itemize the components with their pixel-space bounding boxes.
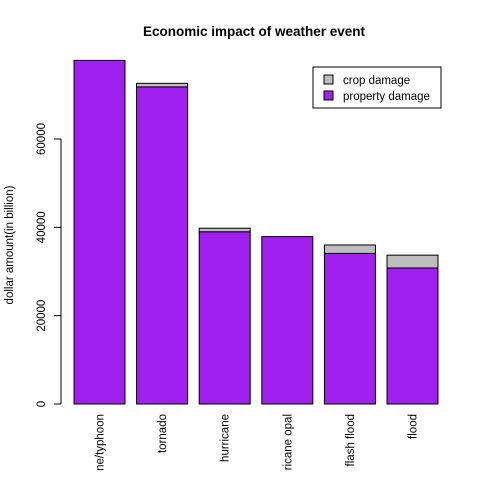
- bar-crop-damage-flood: [386, 254, 439, 269]
- x-axis-labels: ne/typhoon tornado hurricane ricane opal fla…: [95, 414, 420, 471]
- x-tick-label: flood: [408, 414, 420, 439]
- y-axis-label: dollar amount(in billion): [4, 185, 16, 304]
- x-tick-label: ricane opal: [282, 414, 294, 470]
- y-tick-label: 20000: [36, 300, 48, 332]
- y-axis: 0 20000 40000 60000: [36, 123, 62, 407]
- chart-title: Economic impact of weather event: [143, 24, 366, 39]
- legend: crop damage property damage: [312, 66, 442, 109]
- bar-property-damage-flash-flood: [323, 252, 376, 405]
- x-tick-label: hurricane: [220, 414, 232, 462]
- bar-crop-damage-hurricane: [198, 227, 251, 233]
- legend-swatch-property-damage: [323, 90, 334, 101]
- bar-property-damage-ricane-opal: [261, 236, 314, 405]
- y-tick-label: 60000: [36, 123, 48, 155]
- legend-swatch-crop-damage: [323, 74, 334, 85]
- y-tick-label: 0: [36, 401, 48, 407]
- bar-property-damage-flood: [386, 267, 439, 405]
- legend-label-crop-damage: crop damage: [343, 75, 410, 87]
- x-tick-label: ne/typhoon: [95, 414, 107, 471]
- bar-crop-damage-flash-flood: [323, 244, 376, 254]
- bar-property-damage-hurricane: [198, 231, 251, 405]
- bar-property-damage-ne-typhoon: [73, 59, 126, 405]
- bar-crop-damage-tornado: [136, 82, 189, 88]
- legend-label-property-damage: property damage: [343, 91, 430, 103]
- y-tick-label: 40000: [36, 211, 48, 243]
- bar-property-damage-tornado: [136, 86, 189, 405]
- legend-box: [312, 66, 442, 109]
- bars: [73, 59, 439, 405]
- x-tick-label: flash flood: [345, 414, 357, 466]
- x-tick-label: tornado: [157, 414, 169, 453]
